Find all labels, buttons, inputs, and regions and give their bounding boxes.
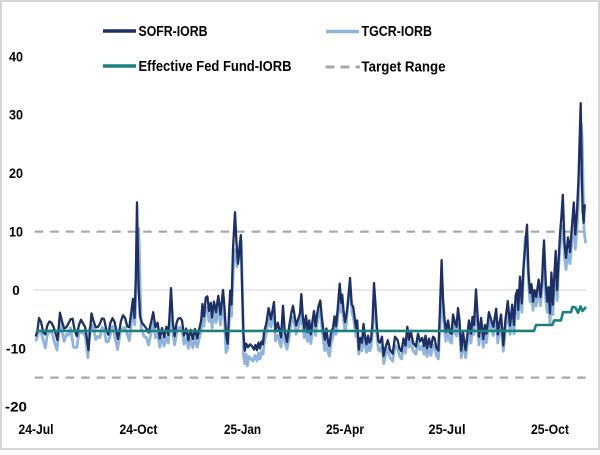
svg-text:25-Apr: 25-Apr bbox=[326, 421, 364, 437]
svg-text:-10: -10 bbox=[6, 340, 26, 356]
svg-text:20: 20 bbox=[9, 165, 23, 181]
svg-text:Effective Fed Fund-IORB: Effective Fed Fund-IORB bbox=[139, 59, 292, 75]
svg-text:30: 30 bbox=[9, 107, 23, 123]
svg-text:Target Range: Target Range bbox=[362, 60, 446, 76]
svg-text:40: 40 bbox=[9, 48, 23, 64]
svg-text:24-Oct: 24-Oct bbox=[120, 421, 158, 437]
svg-text:25-Oct: 25-Oct bbox=[531, 421, 569, 437]
svg-text:25-Jul: 25-Jul bbox=[429, 421, 466, 437]
svg-text:24-Jul: 24-Jul bbox=[19, 421, 54, 437]
svg-text:10: 10 bbox=[9, 224, 23, 240]
svg-text:TGCR-IORB: TGCR-IORB bbox=[362, 24, 433, 40]
svg-text:-20: -20 bbox=[5, 399, 27, 415]
svg-text:0: 0 bbox=[12, 282, 20, 298]
svg-text:SOFR-IORB: SOFR-IORB bbox=[139, 24, 208, 40]
svg-text:25-Jan: 25-Jan bbox=[224, 421, 261, 437]
